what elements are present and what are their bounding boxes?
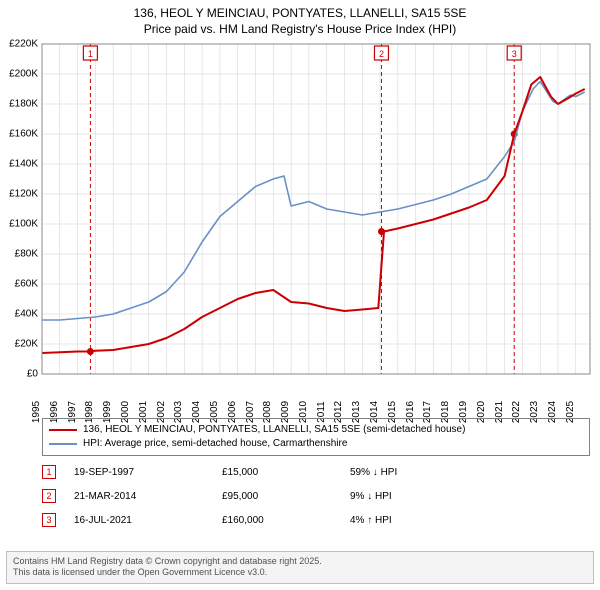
legend-label: 136, HEOL Y MEINCIAU, PONTYATES, LLANELL…: [83, 423, 465, 437]
chart-plot-area: 123 £0£20K£40K£60K£80K£100K£120K£140K£16…: [42, 44, 590, 374]
chart-title: 136, HEOL Y MEINCIAU, PONTYATES, LLANELL…: [0, 0, 600, 39]
marker-delta: 59% ↓ HPI: [350, 467, 470, 478]
svg-text:2: 2: [379, 49, 384, 59]
y-tick-label: £160K: [9, 129, 38, 140]
marker-price: £15,000: [222, 467, 332, 478]
y-tick-label: £140K: [9, 159, 38, 170]
chart-svg: 1 2 3: [42, 44, 590, 374]
marker-table-row: 2 21-MAR-2014 £95,000 9% ↓ HPI: [42, 484, 590, 508]
marker-table: 1 19-SEP-1997 £15,000 59% ↓ HPI 2 21-MAR-2014…: [42, 460, 590, 532]
y-tick-label: £60K: [15, 279, 38, 290]
chart-container: 136, HEOL Y MEINCIAU, PONTYATES, LLANELL…: [0, 0, 600, 590]
y-tick-label: £100K: [9, 219, 38, 230]
marker-badge: 3: [42, 513, 56, 527]
y-tick-label: £40K: [15, 309, 38, 320]
marker-date: 19-SEP-1997: [74, 467, 204, 478]
y-tick-label: £80K: [15, 249, 38, 260]
marker-date: 16-JUL-2021: [74, 515, 204, 526]
legend: 136, HEOL Y MEINCIAU, PONTYATES, LLANELL…: [42, 418, 590, 456]
title-address: 136, HEOL Y MEINCIAU, PONTYATES, LLANELL…: [10, 6, 590, 22]
y-tick-label: £120K: [9, 189, 38, 200]
title-subtitle: Price paid vs. HM Land Registry's House …: [10, 22, 590, 38]
x-axis: 1995199619971998199920002001200220032004…: [42, 376, 590, 412]
legend-swatch: [49, 443, 77, 445]
legend-swatch: [49, 429, 77, 431]
svg-text:1: 1: [88, 49, 93, 59]
x-tick-label: 1995: [31, 401, 42, 423]
attribution-footer: Contains HM Land Registry data © Crown c…: [6, 551, 594, 584]
marker-table-row: 3 16-JUL-2021 £160,000 4% ↑ HPI: [42, 508, 590, 532]
marker-price: £160,000: [222, 515, 332, 526]
marker-table-row: 1 19-SEP-1997 £15,000 59% ↓ HPI: [42, 460, 590, 484]
marker-date: 21-MAR-2014: [74, 491, 204, 502]
marker-badge: 2: [42, 489, 56, 503]
marker-price: £95,000: [222, 491, 332, 502]
footer-line2: This data is licensed under the Open Gov…: [13, 567, 587, 579]
y-tick-label: £180K: [9, 99, 38, 110]
marker-delta: 4% ↑ HPI: [350, 515, 470, 526]
y-tick-label: £20K: [15, 339, 38, 350]
y-tick-label: £200K: [9, 69, 38, 80]
svg-text:3: 3: [512, 49, 517, 59]
y-tick-label: £220K: [9, 39, 38, 50]
y-axis: £0£20K£40K£60K£80K£100K£120K£140K£160K£1…: [0, 44, 40, 374]
y-tick-label: £0: [27, 369, 38, 380]
marker-badge: 1: [42, 465, 56, 479]
footer-line1: Contains HM Land Registry data © Crown c…: [13, 556, 587, 568]
legend-row: 136, HEOL Y MEINCIAU, PONTYATES, LLANELL…: [49, 423, 583, 437]
marker-delta: 9% ↓ HPI: [350, 491, 470, 502]
legend-row: HPI: Average price, semi-detached house,…: [49, 437, 583, 451]
legend-label: HPI: Average price, semi-detached house,…: [83, 437, 347, 451]
